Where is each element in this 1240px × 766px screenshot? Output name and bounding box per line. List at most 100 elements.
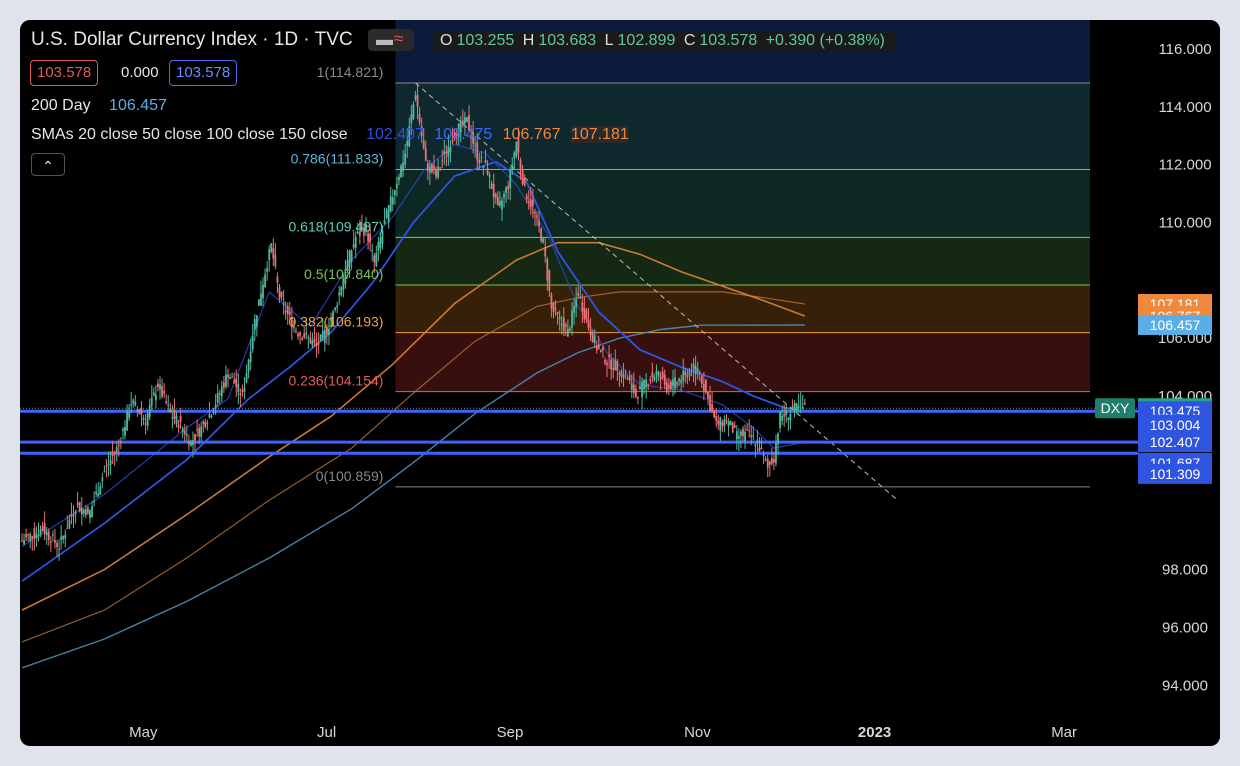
candle-body (126, 410, 128, 431)
candle-body (288, 311, 291, 315)
candle-body (637, 396, 639, 399)
sma100-value: 106.767 (502, 126, 561, 143)
x-tick-label: Jul (317, 724, 336, 741)
candle-body (639, 386, 641, 389)
ma200-legend[interactable]: 200 Day 106.457 (31, 97, 167, 115)
candle-body (606, 363, 608, 365)
candle-body (330, 319, 332, 321)
fib-zone (395, 169, 1091, 238)
candle-body (258, 299, 260, 306)
candle-body (396, 183, 398, 188)
candle-body (492, 184, 495, 198)
candle-body (628, 376, 631, 381)
price-chart[interactable]: 1(114.821) 0.786(111.833) 0.618(109.487) 0.… (20, 20, 1220, 746)
x-tick-label: Nov (684, 724, 711, 741)
candle-body (785, 409, 788, 416)
fib-label: 0.5(107.840) (304, 266, 383, 282)
candle-body (173, 409, 176, 419)
candle-body (742, 428, 744, 436)
candle-body (373, 255, 376, 263)
candle-body (387, 205, 390, 223)
candle-body (319, 334, 322, 341)
candle-body (766, 459, 769, 468)
y-tick-label: 112.000 (1158, 157, 1211, 174)
sma-legend[interactable]: SMAs 20 close 50 close 100 close 150 clo… (31, 126, 629, 144)
candle-body (408, 126, 411, 147)
candle-body (665, 382, 668, 393)
price-axis-tag: 103.004 (1138, 414, 1212, 435)
candle-body (422, 140, 425, 149)
buy-price-button[interactable]: 103.578 (169, 60, 238, 86)
candle-body (567, 328, 569, 337)
candle-body (78, 501, 81, 512)
candle-body (365, 224, 367, 233)
candle-body (799, 403, 802, 405)
candle-body (218, 393, 221, 395)
candle-body (270, 243, 273, 252)
candle-body (286, 306, 289, 315)
price-tag-text: 101.309 (1150, 466, 1201, 482)
candle-body (803, 402, 806, 405)
candle-body (698, 371, 701, 374)
candle-body (424, 148, 427, 161)
candle-body (148, 404, 151, 418)
candle-body (775, 443, 777, 464)
candle-body (531, 199, 534, 206)
candle-body (307, 336, 310, 338)
y-tick-label: 114.000 (1158, 99, 1211, 116)
candle-body (579, 296, 582, 298)
candle-body (266, 268, 269, 272)
candle-body (190, 440, 192, 446)
candle-body (251, 336, 254, 350)
candle-body (328, 328, 330, 335)
indicator-toggle[interactable]: ▬ ≈ (368, 29, 414, 51)
candle-body (589, 329, 592, 336)
candle-body (779, 411, 781, 429)
downtrend-line (415, 82, 898, 501)
sell-price-button[interactable]: 103.578 (30, 60, 99, 86)
candle-body (229, 377, 231, 380)
price-tag-text: 102.407 (1150, 434, 1201, 450)
candle-body (404, 153, 407, 165)
candle-body (171, 417, 174, 419)
candle-body (381, 230, 384, 244)
candle-body (208, 414, 211, 418)
sma20-value: 102.407 (366, 126, 424, 143)
candle-body (179, 416, 182, 422)
candle-body (52, 534, 54, 536)
symbol-title[interactable]: U.S. Dollar Currency Index · 1D · TVC (31, 29, 353, 50)
candle-body (202, 421, 205, 424)
candle-body (103, 470, 106, 472)
candle-body (146, 412, 149, 426)
candle-body (274, 254, 277, 267)
collapse-legend-button[interactable]: ⌃ (31, 153, 65, 176)
chart-panel[interactable]: 1(114.821) 0.786(111.833) 0.618(109.487) 0.… (20, 20, 1220, 746)
candle-body (626, 378, 629, 380)
candle-body (82, 509, 85, 514)
sma100-line (21, 241, 806, 611)
candle-body (661, 371, 664, 379)
candle-body (31, 536, 34, 539)
candle-body (367, 233, 369, 242)
candle-body (556, 311, 559, 315)
candle-body (212, 412, 215, 414)
candle-body (247, 359, 250, 372)
candle-body (746, 428, 749, 430)
candle-body (29, 534, 32, 542)
sma-label: SMAs 20 close 50 close 100 close 150 clo… (31, 126, 348, 143)
candle-body (418, 113, 421, 123)
candle-body (719, 416, 722, 431)
candle-body (682, 370, 685, 381)
candle-body (84, 509, 87, 516)
candle-body (41, 526, 44, 531)
candle-body (369, 233, 372, 243)
candle-body (509, 169, 512, 189)
candle-body (122, 428, 124, 431)
symbol-tag-bg (1095, 398, 1135, 419)
candle-body (439, 167, 442, 169)
candle-body (608, 354, 610, 357)
candle-body (338, 292, 341, 296)
candle-body (253, 319, 256, 331)
y-tick-label: 96.000 (1162, 619, 1208, 636)
candle-body (241, 389, 244, 392)
